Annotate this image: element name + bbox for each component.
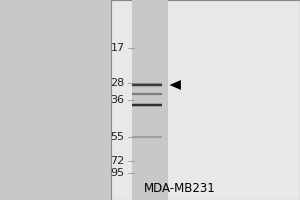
Text: 95: 95 [110,168,124,178]
Text: 72: 72 [110,156,124,166]
Bar [132,0,168,200]
Text: 36: 36 [110,95,124,105]
Text: 17: 17 [110,43,124,53]
Text: MDA-MB231: MDA-MB231 [144,182,216,196]
Text: 55: 55 [110,132,124,142]
Bar [111,0,300,200]
Text: 28: 28 [110,78,124,88]
Polygon shape [169,80,181,90]
